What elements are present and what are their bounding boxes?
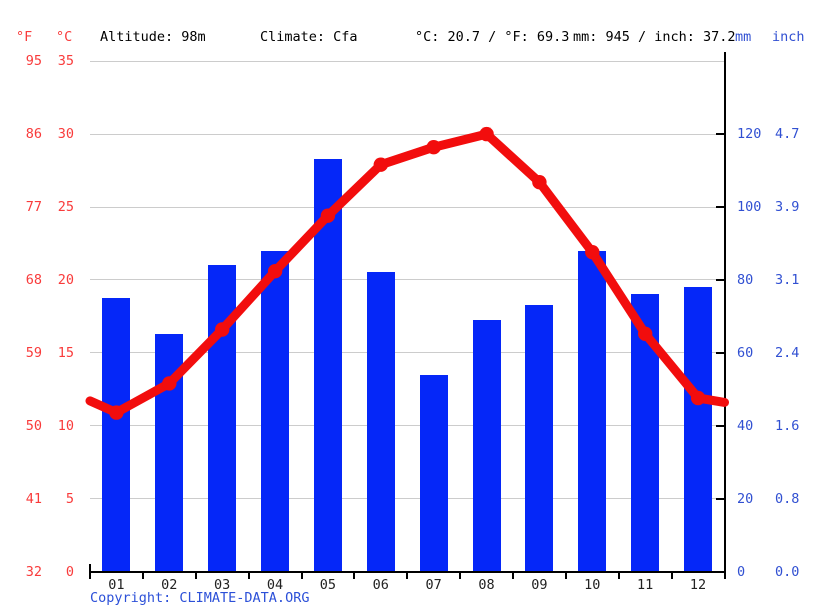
month-label-02: 02 (161, 577, 178, 593)
axis-label-celsius: 10 (57, 417, 74, 434)
axis-label-fahrenheit: 86 (25, 126, 42, 143)
month-tick (353, 571, 356, 579)
month-label-05: 05 (319, 577, 337, 593)
axis-label-fahrenheit: 41 (25, 490, 42, 507)
axis-label-mm: 100 (737, 198, 762, 215)
mean-temperature-label: °C: 20.7 / °F: 69.3 (415, 29, 570, 45)
gridline (90, 425, 725, 427)
axis-label-fahrenheit: 50 (25, 417, 42, 434)
gridline (90, 133, 725, 135)
header-unit-mm: mm (735, 29, 752, 45)
precipitation-bar-07 (419, 374, 448, 572)
precipitation-bar-03 (208, 265, 237, 572)
right-axis-tick (715, 278, 725, 281)
month-tick (670, 571, 673, 579)
axis-label-inch: 3.9 (775, 198, 800, 215)
month-label-04: 04 (266, 577, 284, 593)
axis-label-mm: 60 (737, 344, 754, 361)
axis-label-celsius: 20 (57, 271, 74, 288)
axis-label-mm: 20 (737, 490, 754, 507)
axis-label-celsius: 0 (65, 563, 74, 580)
axis-label-fahrenheit: 68 (25, 271, 42, 288)
month-tick (300, 571, 303, 579)
axis-label-inch: 2.4 (775, 344, 800, 361)
precipitation-bar-11 (631, 294, 660, 572)
axis-label-fahrenheit: 77 (25, 199, 42, 215)
precipitation-bar-02 (155, 334, 184, 572)
axis-label-fahrenheit: 95 (25, 53, 42, 70)
precipitation-bar-12 (684, 286, 713, 572)
header-unit-inch: inch (772, 29, 805, 45)
header-unit-f: °F (16, 29, 33, 45)
left-axis-corner-tick (89, 563, 91, 572)
month-tick (459, 571, 462, 579)
axis-label-celsius: 25 (57, 199, 74, 215)
axis-label-inch: 0.0 (775, 563, 800, 580)
precipitation-bar-04 (261, 250, 290, 572)
right-axis-tick (715, 132, 725, 135)
axis-label-celsius: 35 (57, 53, 74, 70)
axis-label-celsius: 5 (65, 490, 74, 507)
temperature-point-09 (532, 175, 547, 190)
month-label-10: 10 (584, 577, 601, 593)
month-label-12: 12 (689, 577, 707, 593)
precipitation-bar-06 (366, 272, 395, 572)
axis-label-mm: 40 (737, 417, 754, 434)
month-label-06: 06 (372, 577, 389, 593)
axis-label-celsius: 15 (57, 344, 74, 361)
month-tick (194, 571, 197, 579)
precipitation-bar-01 (102, 297, 131, 572)
right-axis-tick (715, 497, 725, 500)
climate-class-label: Climate: Cfa (260, 29, 358, 45)
right-axis-line (723, 52, 726, 573)
axis-label-inch: 4.7 (775, 125, 800, 142)
gridline (90, 60, 725, 62)
month-label-09: 09 (531, 577, 548, 593)
month-tick (564, 571, 567, 579)
gridline (90, 279, 725, 281)
temperature-polyline (85, 129, 729, 418)
altitude-label: Altitude: 98m (100, 29, 206, 45)
temperature-point-06 (373, 157, 388, 172)
month-label-03: 03 (214, 577, 231, 593)
gridline (90, 206, 725, 208)
month-tick (406, 571, 409, 579)
month-label-11: 11 (637, 577, 654, 593)
axis-label-celsius: 30 (57, 126, 74, 143)
axis-label-inch: 3.1 (775, 271, 800, 288)
month-label-08: 08 (478, 577, 495, 593)
right-axis-tick (715, 570, 725, 573)
precipitation-bar-08 (472, 319, 501, 572)
gridline (90, 352, 725, 354)
axis-label-mm: 0 (737, 563, 746, 580)
precipitation-bar-09 (525, 305, 554, 572)
month-tick (247, 571, 250, 579)
month-tick (723, 571, 726, 579)
month-tick (617, 571, 620, 579)
copyright-link[interactable]: Copyright: CLIMATE-DATA.ORG (90, 590, 310, 606)
precipitation-bar-10 (578, 250, 607, 572)
axis-label-mm: 120 (737, 125, 762, 142)
right-axis-tick (715, 351, 725, 354)
right-axis-tick (715, 205, 725, 208)
axis-label-mm: 80 (737, 271, 754, 288)
temperature-point-07 (426, 140, 441, 155)
axis-label-fahrenheit: 32 (25, 563, 42, 580)
month-tick (512, 571, 514, 579)
axis-label-inch: 1.6 (775, 417, 800, 434)
month-label-01: 01 (108, 577, 125, 593)
month-tick (89, 571, 91, 579)
gridline (90, 498, 725, 500)
month-label-07: 07 (425, 577, 442, 593)
annual-precipitation-label: mm: 945 / inch: 37.2 (573, 29, 736, 45)
right-axis-tick (715, 424, 725, 427)
axis-label-fahrenheit: 59 (25, 344, 42, 361)
month-tick (141, 571, 144, 579)
precipitation-bar-05 (313, 159, 342, 572)
axis-label-inch: 0.8 (775, 490, 800, 507)
header-unit-c: °C (56, 29, 73, 45)
